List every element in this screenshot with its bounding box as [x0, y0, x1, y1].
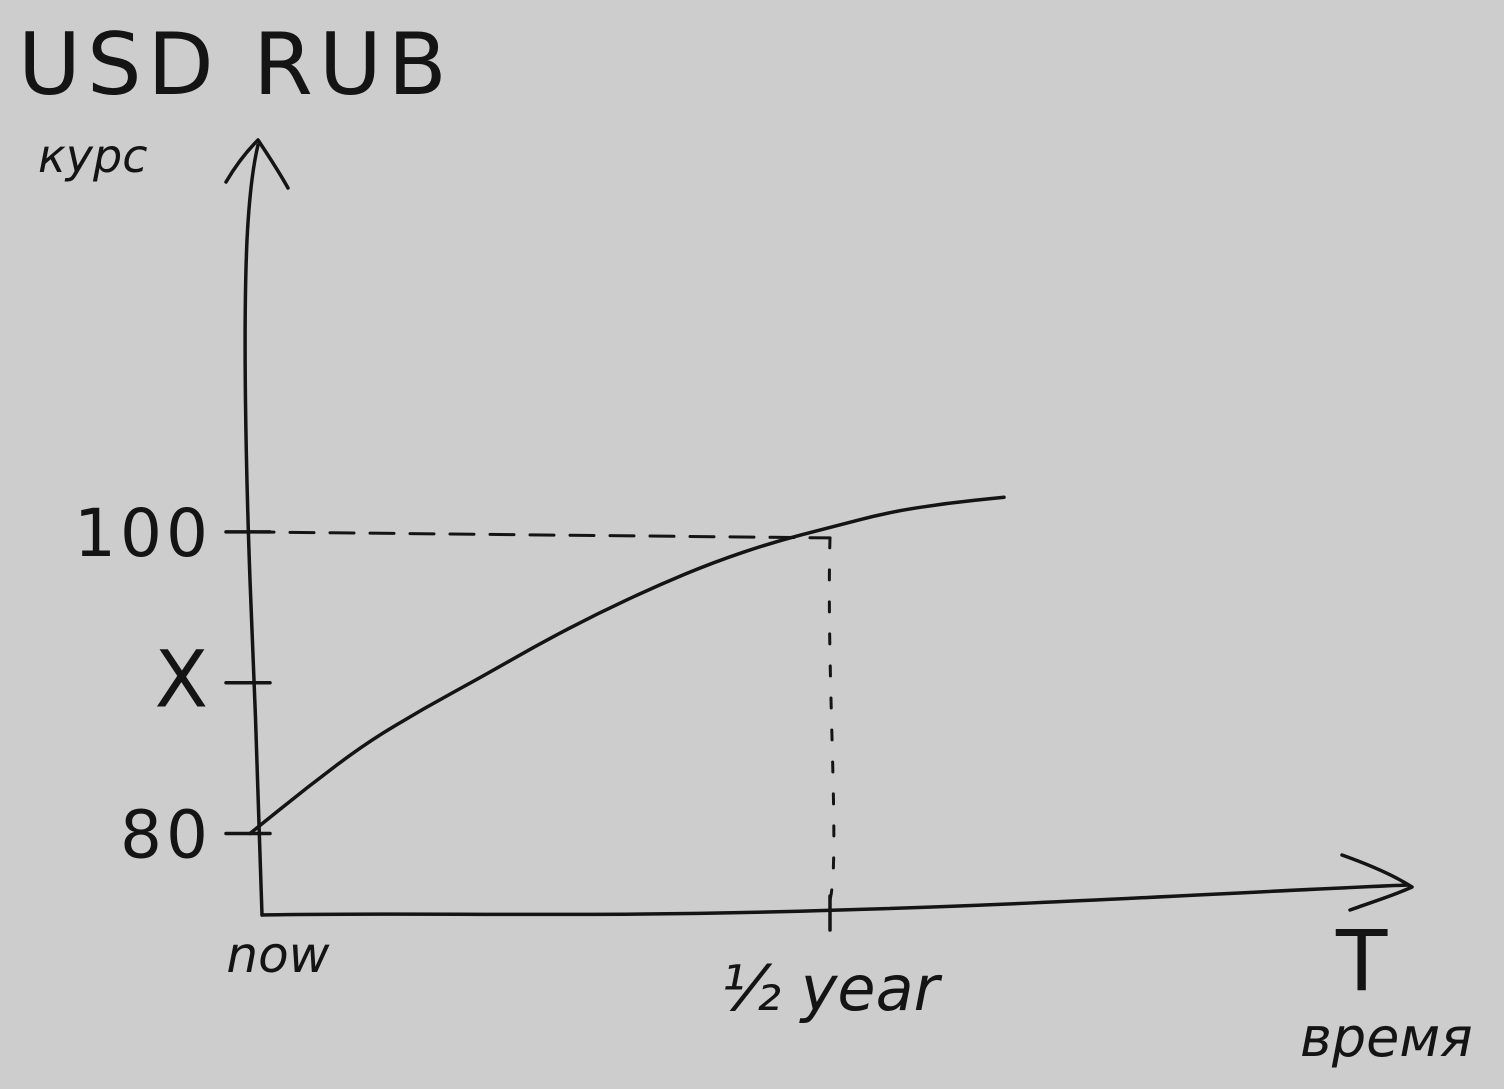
- reference-line-horizontal: [248, 530, 832, 540]
- y-ticks: 80 X 100: [74, 495, 272, 873]
- x-axis-label: время: [1300, 1006, 1473, 1069]
- y-axis: [243, 143, 264, 917]
- y-axis-arrow-icon: [224, 138, 290, 190]
- chart-title: USD RUB: [18, 15, 453, 115]
- reference-line-vertical: [826, 536, 836, 907]
- y-axis-label: курс: [38, 129, 148, 183]
- x-axis-arrow-icon: [1340, 853, 1414, 912]
- x-tick-label: now: [226, 926, 329, 984]
- series-line: [248, 495, 1006, 836]
- x-ticks: now ½ year: [226, 894, 943, 1025]
- y-tick-label: 80: [120, 796, 212, 873]
- x-tick-label: ½ year: [721, 952, 943, 1025]
- y-tick-label: 100: [74, 495, 212, 572]
- x-axis-symbol: T: [1335, 912, 1388, 1010]
- x-axis: [260, 883, 1410, 917]
- y-tick-label: X: [155, 636, 212, 726]
